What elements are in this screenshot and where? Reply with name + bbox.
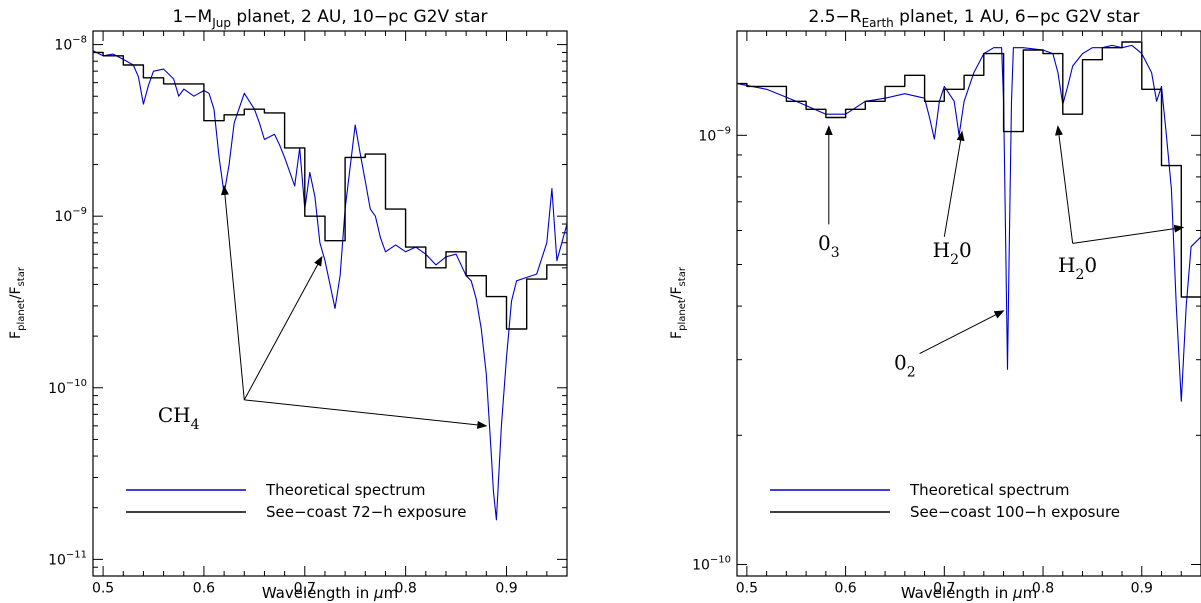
legend-label: Theoretical spectrum — [265, 481, 426, 499]
y-tick-label: 10−9 — [698, 125, 731, 144]
legend-label: See−coast 100−h exposure — [910, 503, 1120, 521]
y-tick-label: 10−8 — [54, 35, 87, 54]
x-tick-label: 0.8 — [395, 581, 417, 597]
legend-label: See−coast 72−h exposure — [266, 503, 467, 521]
x-tick-label: 0.5 — [92, 581, 114, 597]
y-tick-label: 10−11 — [48, 549, 87, 568]
annotation-arrow — [1072, 224, 1185, 244]
series-exposure-line — [737, 41, 1201, 298]
annotation-label: CH4 — [158, 403, 200, 433]
y-axis-label: Fplanet/Fstar — [8, 266, 27, 339]
series-spectrum-line — [93, 50, 567, 521]
plot-frame — [736, 30, 1201, 577]
chart-title: 2.5−REarth planet, 1 AU, 6−pc G2V star — [809, 7, 1140, 30]
x-tick-label: 0.8 — [1032, 581, 1054, 597]
x-tick-label: 0.5 — [736, 581, 758, 597]
series-spectrum-line — [737, 44, 1201, 402]
series-exposure-line — [93, 51, 567, 330]
x-tick-label: 0.6 — [834, 581, 856, 597]
chart-title: 1−MJup planet, 2 AU, 10−pc G2V star — [172, 7, 487, 30]
chart-panel-right: 2.5−REarth planet, 1 AU, 6−pc G2V star Fp… — [669, 7, 1201, 602]
annotation-arrow — [244, 399, 488, 429]
x-tick-label: 0.9 — [1131, 581, 1153, 597]
annotation-label: 03 — [818, 231, 840, 261]
annotation-arrow — [220, 184, 245, 400]
chart-panel-left: 1−MJup planet, 2 AU, 10−pc G2V star Fplan… — [8, 7, 568, 602]
annotation-arrow — [243, 255, 323, 401]
x-tick-label: 0.9 — [495, 581, 517, 597]
annotation-arrow — [1055, 125, 1074, 244]
annotation-arrow — [919, 310, 1005, 355]
y-tick-label: 10−10 — [692, 554, 731, 573]
x-tick-label: 0.6 — [193, 581, 215, 597]
y-tick-label: 10−10 — [48, 378, 87, 397]
y-axis-label: Fplanet/Fstar — [669, 266, 688, 339]
x-axis-label: Wavelength in μm — [901, 584, 1037, 602]
x-tick-label: 0.7 — [933, 581, 955, 597]
y-tick-label: 10−9 — [54, 206, 87, 225]
annotation-label: 02 — [894, 350, 916, 380]
annotation-label: H20 — [933, 238, 972, 268]
legend-label: Theoretical spectrum — [909, 481, 1070, 499]
x-tick-label: 0.7 — [294, 581, 316, 597]
plot-frame — [92, 30, 568, 577]
x-axis-label: Wavelength in μm — [262, 584, 398, 602]
annotation-label: H20 — [1058, 253, 1097, 283]
annotation-arrow — [943, 130, 965, 237]
